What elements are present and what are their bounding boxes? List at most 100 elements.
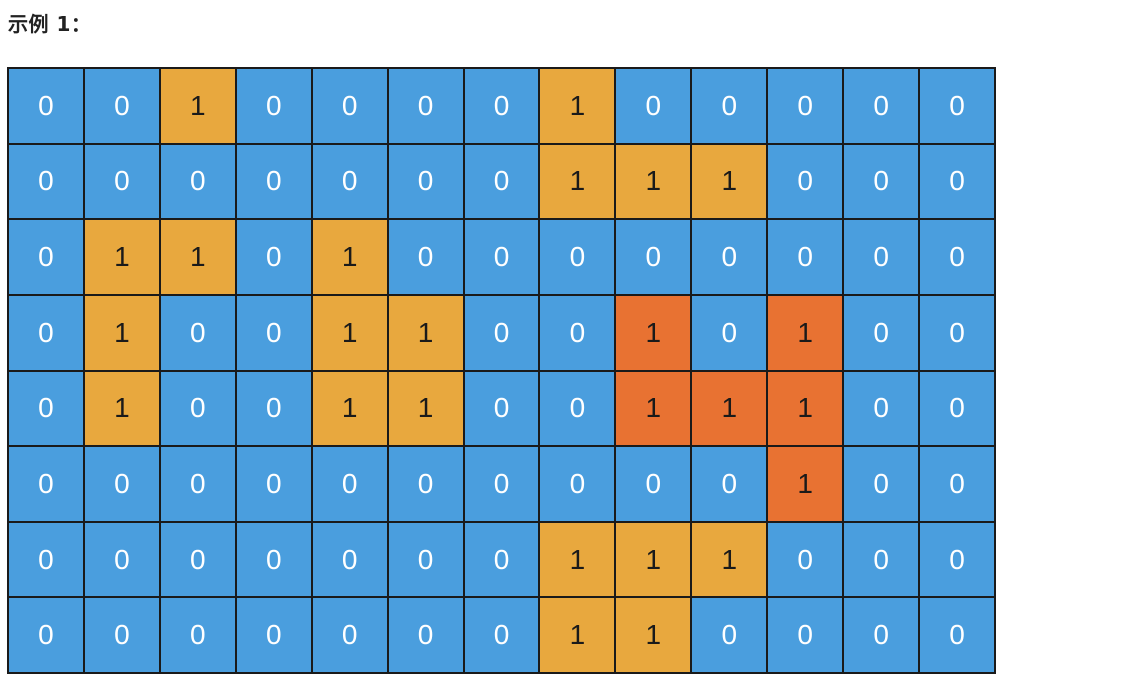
grid-cell-r4-c4: 1 <box>312 371 387 446</box>
grid-cell-r4-c9: 1 <box>692 371 767 446</box>
grid-cell-r7-c7: 1 <box>540 598 615 672</box>
grid-cell-r3-c9: 0 <box>692 295 767 370</box>
grid-cell-r6-c12: 0 <box>920 522 994 597</box>
grid-cell-r3-c4: 1 <box>312 295 387 370</box>
grid-cell-r5-c2: 0 <box>160 447 235 521</box>
grid-cell-r1-c11: 0 <box>844 144 919 219</box>
grid-cell-r2-c4: 1 <box>312 220 387 294</box>
grid-cell-r4-c5: 1 <box>388 371 463 446</box>
grid-cell-r7-c8: 1 <box>616 598 691 672</box>
grid-cell-r7-c3: 0 <box>236 598 311 672</box>
grid-cell-r7-c12: 0 <box>920 598 994 672</box>
grid-cell-r2-c7: 0 <box>540 220 615 294</box>
grid-cell-r7-c6: 0 <box>464 598 539 672</box>
grid-cell-r3-c12: 0 <box>920 295 994 370</box>
grid-cell-r6-c2: 0 <box>160 522 235 597</box>
grid-cell-r5-c1: 0 <box>84 447 159 521</box>
grid-cell-r0-c7: 1 <box>540 69 615 143</box>
grid-cell-r6-c9: 1 <box>692 522 767 597</box>
grid-cell-r0-c1: 0 <box>84 69 159 143</box>
grid-cell-r3-c3: 0 <box>236 295 311 370</box>
grid-cell-r4-c7: 0 <box>540 371 615 446</box>
grid-cell-r7-c4: 0 <box>312 598 387 672</box>
grid-cell-r4-c12: 0 <box>920 371 994 446</box>
grid-cell-r1-c10: 0 <box>768 144 843 219</box>
grid-cell-r1-c0: 0 <box>9 144 83 219</box>
grid-cell-r6-c8: 1 <box>616 522 691 597</box>
grid-cell-r1-c7: 1 <box>540 144 615 219</box>
grid-cell-r4-c11: 0 <box>844 371 919 446</box>
grid-cell-r4-c0: 0 <box>9 371 83 446</box>
grid-cell-r5-c10: 1 <box>768 447 843 521</box>
grid-cell-r1-c5: 0 <box>388 144 463 219</box>
grid-cell-r3-c8: 1 <box>616 295 691 370</box>
grid-cell-r0-c10: 0 <box>768 69 843 143</box>
grid-cell-r7-c2: 0 <box>160 598 235 672</box>
grid-cell-r5-c3: 0 <box>236 447 311 521</box>
grid-cell-r0-c2: 1 <box>160 69 235 143</box>
grid-cell-r2-c3: 0 <box>236 220 311 294</box>
grid-cell-r3-c1: 1 <box>84 295 159 370</box>
grid-cell-r3-c6: 0 <box>464 295 539 370</box>
example-heading: 示例 1： <box>8 12 92 36</box>
grid-cell-r1-c2: 0 <box>160 144 235 219</box>
grid-cell-r6-c11: 0 <box>844 522 919 597</box>
grid-cell-r7-c0: 0 <box>9 598 83 672</box>
grid-cell-r6-c10: 0 <box>768 522 843 597</box>
grid-cell-r7-c5: 0 <box>388 598 463 672</box>
grid-cell-r1-c9: 1 <box>692 144 767 219</box>
grid-cell-r4-c10: 1 <box>768 371 843 446</box>
grid-cell-r4-c1: 1 <box>84 371 159 446</box>
grid-cell-r2-c8: 0 <box>616 220 691 294</box>
grid-cell-r6-c7: 1 <box>540 522 615 597</box>
grid-cell-r2-c0: 0 <box>9 220 83 294</box>
grid-cell-r3-c7: 0 <box>540 295 615 370</box>
grid-cell-r0-c12: 0 <box>920 69 994 143</box>
grid-cell-r3-c0: 0 <box>9 295 83 370</box>
grid-cell-r6-c3: 0 <box>236 522 311 597</box>
grid-cell-r5-c9: 0 <box>692 447 767 521</box>
grid-cell-r5-c6: 0 <box>464 447 539 521</box>
grid-cell-r3-c10: 1 <box>768 295 843 370</box>
grid-cell-r2-c6: 0 <box>464 220 539 294</box>
grid-cell-r5-c0: 0 <box>9 447 83 521</box>
grid-cell-r6-c4: 0 <box>312 522 387 597</box>
grid-cell-r0-c0: 0 <box>9 69 83 143</box>
grid-cell-r6-c5: 0 <box>388 522 463 597</box>
grid-cell-r3-c11: 0 <box>844 295 919 370</box>
grid-cell-r7-c11: 0 <box>844 598 919 672</box>
grid-cell-r0-c3: 0 <box>236 69 311 143</box>
grid-cell-r4-c8: 1 <box>616 371 691 446</box>
grid-cell-r3-c5: 1 <box>388 295 463 370</box>
grid-cell-r3-c2: 0 <box>160 295 235 370</box>
grid-cell-r2-c1: 1 <box>84 220 159 294</box>
grid-cell-r1-c12: 0 <box>920 144 994 219</box>
grid-cell-r1-c1: 0 <box>84 144 159 219</box>
grid-cell-r4-c3: 0 <box>236 371 311 446</box>
grid-cell-r0-c4: 0 <box>312 69 387 143</box>
grid-cell-r4-c6: 0 <box>464 371 539 446</box>
grid-cell-r1-c8: 1 <box>616 144 691 219</box>
grid-cell-r0-c5: 0 <box>388 69 463 143</box>
grid-cell-r2-c11: 0 <box>844 220 919 294</box>
grid-cell-r4-c2: 0 <box>160 371 235 446</box>
grid-cell-r1-c3: 0 <box>236 144 311 219</box>
grid-cell-r7-c1: 0 <box>84 598 159 672</box>
grid-cell-r1-c4: 0 <box>312 144 387 219</box>
grid-cell-r0-c8: 0 <box>616 69 691 143</box>
grid-cell-r0-c6: 0 <box>464 69 539 143</box>
grid-cell-r2-c10: 0 <box>768 220 843 294</box>
grid-cell-r5-c11: 0 <box>844 447 919 521</box>
grid-cell-r5-c7: 0 <box>540 447 615 521</box>
grid-cell-r7-c9: 0 <box>692 598 767 672</box>
grid-cell-r6-c6: 0 <box>464 522 539 597</box>
grid-cell-r7-c10: 0 <box>768 598 843 672</box>
grid-cell-r1-c6: 0 <box>464 144 539 219</box>
grid-cell-r0-c9: 0 <box>692 69 767 143</box>
grid-cell-r6-c0: 0 <box>9 522 83 597</box>
grid-cell-r2-c9: 0 <box>692 220 767 294</box>
grid-cell-r6-c1: 0 <box>84 522 159 597</box>
grid-cell-r2-c5: 0 <box>388 220 463 294</box>
grid-cell-r2-c12: 0 <box>920 220 994 294</box>
